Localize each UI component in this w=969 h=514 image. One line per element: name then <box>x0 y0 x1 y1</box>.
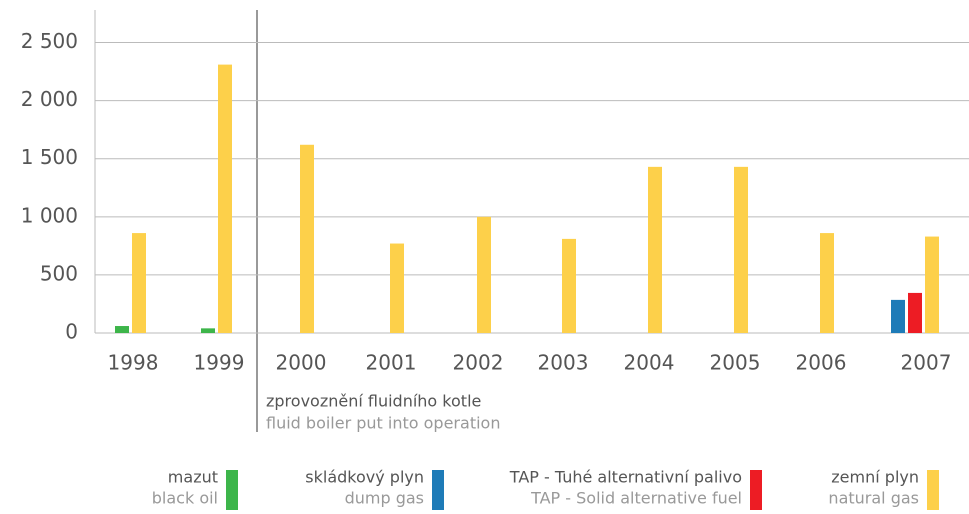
x-tick-label: 2004 <box>624 351 675 375</box>
x-tick-label: 2005 <box>710 351 761 375</box>
y-tick-label: 500 <box>40 261 78 285</box>
legend-label: skládkový plyn <box>305 468 424 487</box>
legend-swatch <box>927 470 939 510</box>
x-tick-label: 2000 <box>276 351 327 375</box>
bar <box>477 216 491 333</box>
legend-label: mazut <box>168 468 218 487</box>
y-tick-label: 2 500 <box>21 29 78 53</box>
bar <box>562 238 576 333</box>
bar <box>820 233 834 333</box>
x-tick-label: 2002 <box>453 351 504 375</box>
legend-label-en: black oil <box>152 489 218 508</box>
bar <box>648 166 662 333</box>
legend-swatch <box>226 470 238 510</box>
legend-label-en: TAP - Solid alternative fuel <box>530 489 742 508</box>
bar <box>891 299 905 333</box>
bar <box>115 326 129 333</box>
legend-swatch <box>750 470 762 510</box>
bar <box>132 233 146 333</box>
legend-swatch <box>432 470 444 510</box>
bar <box>390 243 404 333</box>
annotation-title: zprovoznění fluidního kotle <box>266 392 481 411</box>
annotation-subtitle: fluid boiler put into operation <box>266 414 500 433</box>
x-tick-label: 2001 <box>366 351 417 375</box>
x-tick-label: 1999 <box>194 351 245 375</box>
legend-label-en: dump gas <box>345 489 424 508</box>
x-tick-label: 2007 <box>901 351 952 375</box>
bar <box>300 144 314 333</box>
bar <box>925 236 939 333</box>
x-tick-label: 2006 <box>796 351 847 375</box>
y-tick-label: 0 <box>65 320 78 344</box>
x-tick-label: 2003 <box>538 351 589 375</box>
x-tick-label: 1998 <box>108 351 159 375</box>
bar <box>734 166 748 333</box>
bar <box>201 328 215 333</box>
y-tick-label: 2 000 <box>21 87 78 111</box>
bar <box>908 292 922 333</box>
bar <box>218 64 232 333</box>
y-tick-label: 1 500 <box>21 145 78 169</box>
legend-label: TAP - Tuhé alternativní palivo <box>509 468 742 487</box>
y-tick-label: 1 000 <box>21 203 78 227</box>
legend-label-en: natural gas <box>828 489 919 508</box>
legend-label: zemní plyn <box>831 468 919 487</box>
